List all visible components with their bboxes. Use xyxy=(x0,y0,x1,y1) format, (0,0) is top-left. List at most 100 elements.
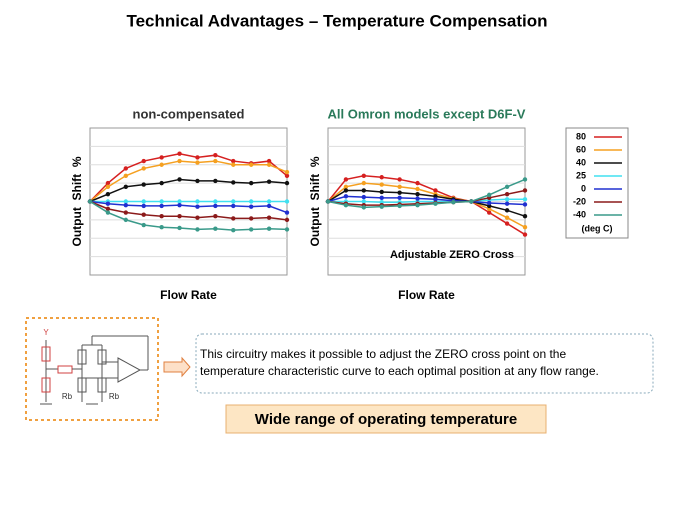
data-point xyxy=(486,192,492,198)
data-point xyxy=(159,214,164,219)
data-point xyxy=(504,215,510,220)
data-point xyxy=(177,202,182,208)
data-point xyxy=(504,221,510,226)
circuit-label: Rb xyxy=(62,392,73,401)
data-point xyxy=(105,191,111,197)
data-point xyxy=(195,215,200,220)
data-point xyxy=(123,202,129,208)
data-point xyxy=(213,199,218,204)
data-point xyxy=(522,188,528,193)
data-point xyxy=(213,203,218,209)
data-point xyxy=(284,227,290,232)
data-point xyxy=(379,189,384,195)
data-point xyxy=(361,205,367,210)
legend-label: 60 xyxy=(576,144,586,154)
data-point xyxy=(486,210,492,215)
series-line xyxy=(327,189,526,206)
data-point xyxy=(159,199,164,204)
circuit xyxy=(40,335,149,405)
data-point xyxy=(141,158,146,164)
data-point xyxy=(177,158,182,164)
data-point xyxy=(231,227,236,233)
data-point xyxy=(343,188,349,193)
data-point xyxy=(177,177,182,182)
legend-label: 40 xyxy=(576,157,586,167)
data-point xyxy=(343,184,349,189)
series-line xyxy=(327,189,526,217)
data-point xyxy=(105,201,111,206)
banner: Wide range of operating temperature xyxy=(255,411,517,428)
data-point xyxy=(123,166,129,171)
data-point xyxy=(248,227,254,232)
data-point xyxy=(343,202,349,208)
data-point xyxy=(213,152,218,158)
data-point xyxy=(522,214,528,219)
data-point xyxy=(284,217,290,223)
data-point xyxy=(266,179,272,184)
legend-label: 25 xyxy=(576,170,586,180)
data-point xyxy=(266,199,272,204)
data-point xyxy=(415,196,420,201)
data-point xyxy=(195,227,200,232)
data-point xyxy=(177,225,182,231)
data-point xyxy=(522,177,528,182)
data-point xyxy=(213,226,218,231)
data-point xyxy=(248,199,254,204)
circuit-label: Rb xyxy=(109,392,120,401)
data-point xyxy=(325,199,331,204)
data-point xyxy=(379,175,384,180)
data-point xyxy=(195,204,200,209)
data-point xyxy=(415,202,420,208)
data-point xyxy=(397,184,402,189)
data-point xyxy=(451,200,456,205)
data-point xyxy=(231,203,236,209)
data-point xyxy=(248,162,254,167)
right-arrow xyxy=(163,356,191,378)
data-point xyxy=(504,208,510,213)
data-point xyxy=(486,200,492,206)
data-point xyxy=(105,184,111,189)
data-point xyxy=(284,180,290,186)
data-point xyxy=(231,180,236,185)
series-line xyxy=(89,200,288,231)
data-point xyxy=(284,210,290,215)
data-point xyxy=(231,158,236,164)
data-point xyxy=(231,199,236,204)
data-point xyxy=(177,214,182,219)
data-point xyxy=(177,151,182,156)
data-point xyxy=(195,199,200,204)
data-point xyxy=(522,232,528,237)
data-point xyxy=(504,201,510,206)
series-line xyxy=(328,198,525,203)
data-point xyxy=(433,188,438,193)
data-point xyxy=(504,191,510,197)
data-point xyxy=(159,225,164,230)
data-point xyxy=(123,210,129,215)
data-point xyxy=(159,155,164,160)
note-line: This circuitry makes it possible to adju… xyxy=(200,347,566,361)
data-point xyxy=(397,177,402,182)
data-point xyxy=(397,195,402,201)
circuit-label: Y xyxy=(43,328,49,337)
data-point xyxy=(504,197,510,202)
data-point xyxy=(504,184,510,189)
data-point xyxy=(141,166,146,171)
data-point xyxy=(284,173,290,178)
data-point xyxy=(213,158,218,164)
data-point xyxy=(105,180,111,186)
x-axis-label: Flow Rate xyxy=(160,288,217,302)
series-line xyxy=(89,178,288,203)
data-point xyxy=(266,226,272,231)
data-point xyxy=(415,191,420,197)
series-line xyxy=(327,175,526,236)
data-point xyxy=(415,180,420,186)
annotation: Adjustable ZERO Cross xyxy=(390,249,514,261)
data-point xyxy=(141,222,146,228)
data-point xyxy=(379,195,384,201)
data-point xyxy=(105,210,111,215)
data-point xyxy=(248,204,254,209)
legend-label: -20 xyxy=(573,196,586,206)
data-point xyxy=(141,182,146,187)
data-point xyxy=(343,177,349,182)
series-line xyxy=(89,152,288,203)
